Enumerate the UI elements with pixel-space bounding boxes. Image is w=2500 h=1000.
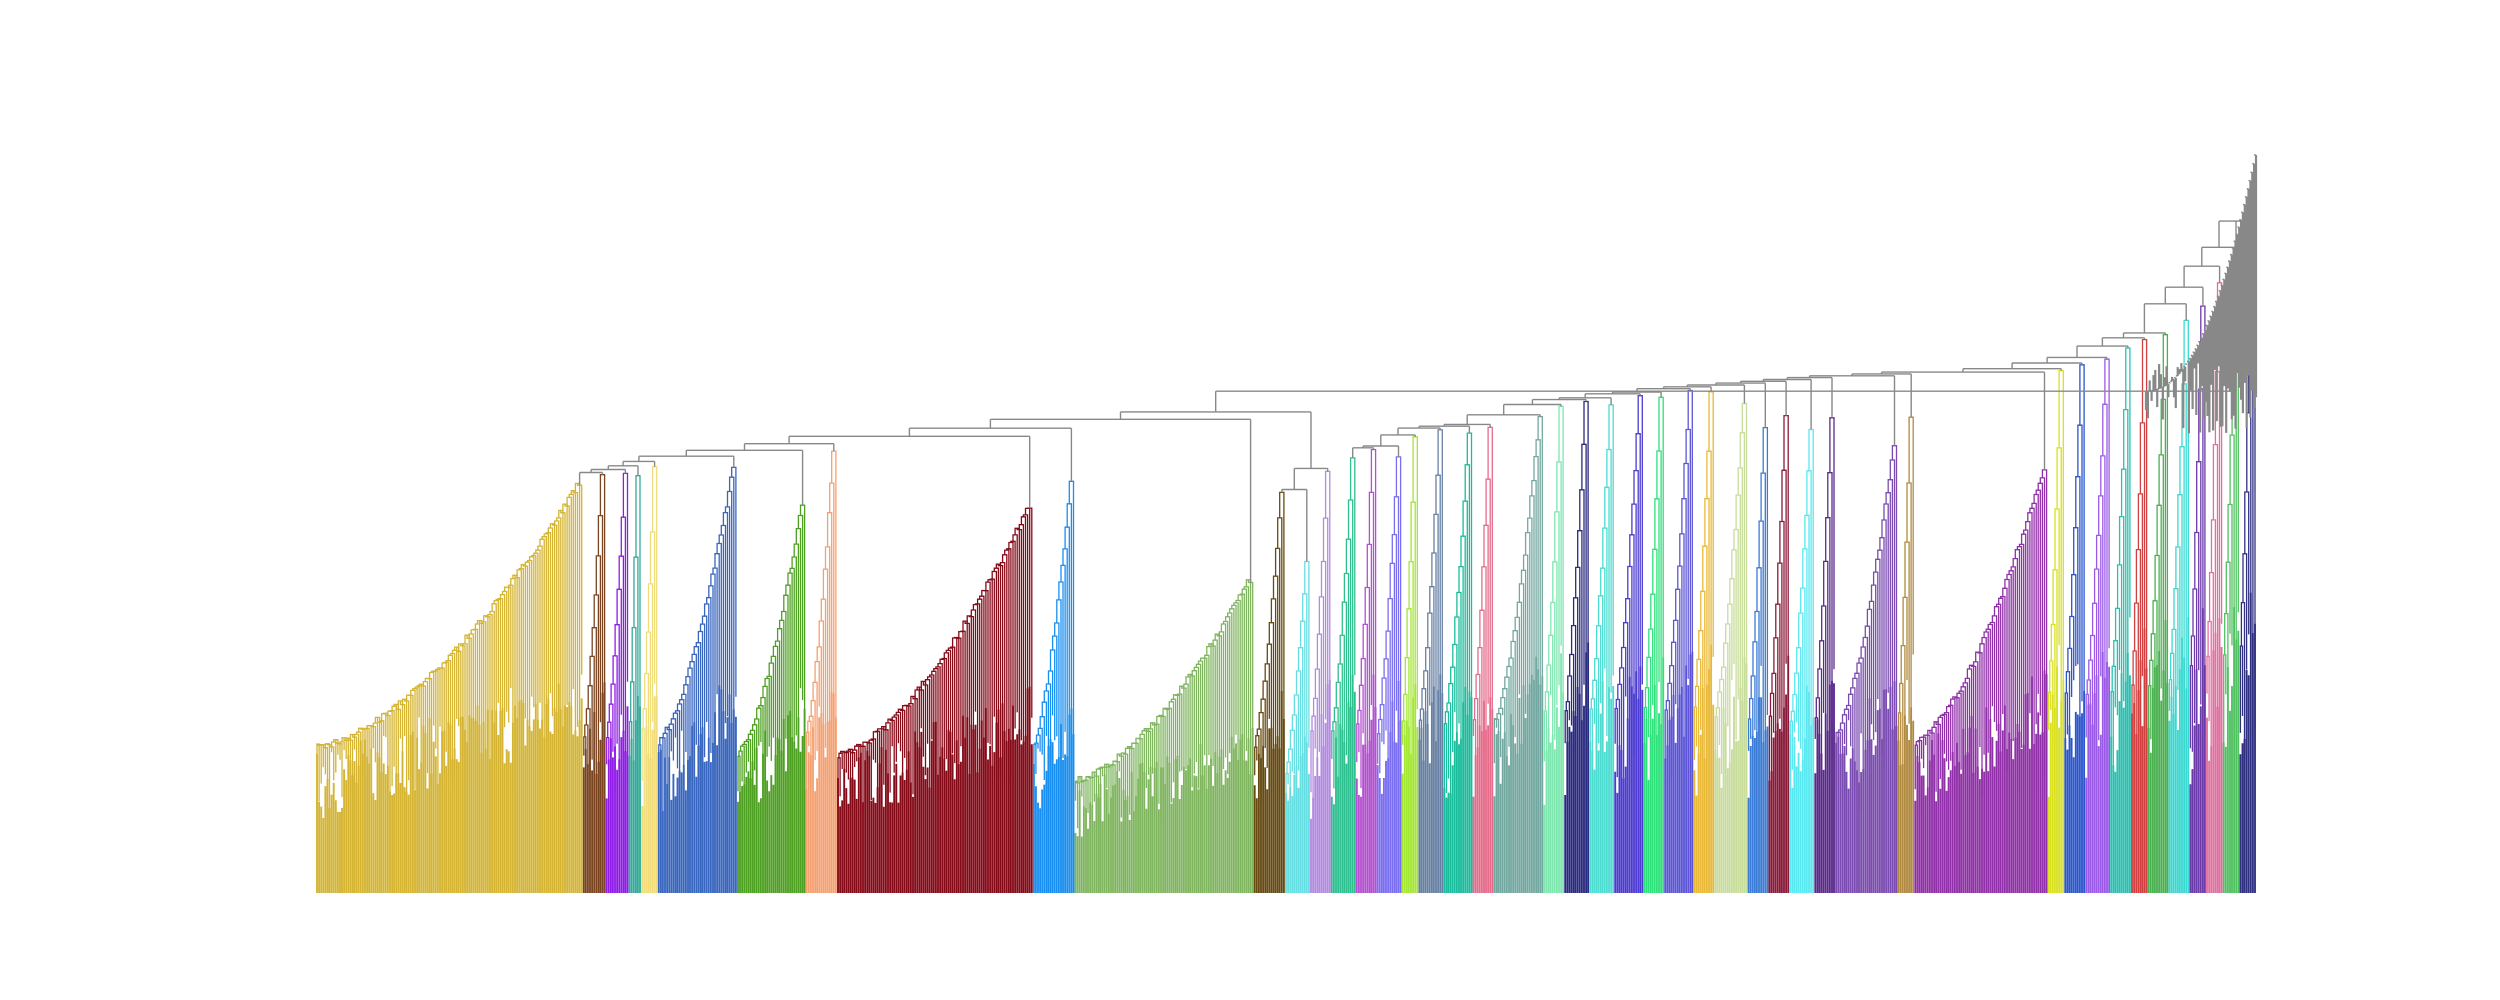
cluster-mint [1543,405,1565,893]
cluster-steel-blue [1747,426,1769,893]
link [1310,730,1314,806]
cluster-blue-violet [1664,389,1694,893]
cluster-sea-green [1330,457,1356,893]
cluster-teal-small [628,475,641,893]
cluster-gold [316,482,583,893]
cluster-amber [1693,391,1715,893]
cluster-grey-teal [1493,415,1544,893]
cluster-dark-violet [1814,417,1835,893]
cluster-salmon [805,450,837,893]
link [2189,664,2194,752]
cluster-olive-green [1074,579,1254,893]
cluster-blue [657,466,737,893]
link [1074,780,1079,829]
link [1443,723,1448,793]
link [1693,706,1698,760]
link [2239,645,2244,733]
cluster-bright-cyan [1789,428,1815,893]
cluster-crimson [837,507,1033,893]
link [2149,659,2154,689]
cluster-slate [1418,429,1444,893]
cluster-turquoise [2110,347,2131,893]
cluster-cyan [1285,560,1310,893]
cluster-purple [1835,445,1898,893]
link [1331,730,1335,789]
cluster-chartreuse [2047,369,2065,893]
cluster-cobalt [2064,364,2086,893]
link [1614,707,1618,778]
cluster-maroon [1768,414,1790,893]
cluster-navy [1564,400,1590,893]
link [2223,654,2227,745]
cluster-lilac [1310,470,1331,893]
cluster-pink [2206,282,2223,893]
cluster-sky-blue [1032,480,1075,893]
cluster-teal [1443,432,1473,893]
dendrogram-links [316,154,2258,893]
cluster-dark-brown [1253,491,1285,893]
cluster-green [737,504,806,893]
cluster-aqua-2 [2168,319,2190,893]
cluster-leaf-green [2147,334,2169,893]
cluster-pale-sage [1714,402,1748,893]
cluster-aqua [1589,404,1615,893]
cluster-lime [1401,436,1419,893]
cluster-violet-2 [2085,358,2111,893]
cluster-pale-yellow [641,466,658,893]
cluster-violet-1 [605,472,629,893]
cluster-magenta-purple [1914,469,2048,893]
cluster-rose [1472,426,1494,893]
link [2206,655,2210,722]
cluster-indigo [1614,395,1644,893]
link [1546,664,1552,696]
cluster-periwinkle [1376,456,1402,893]
cluster-brown-1 [582,474,606,893]
link [1356,723,1360,763]
cluster-red [2131,338,2148,893]
cluster-spring-green [1643,396,1665,893]
link [641,728,645,812]
cluster-orchid [1355,448,1377,893]
cluster-khaki [1897,416,1915,893]
link [1254,746,1258,776]
